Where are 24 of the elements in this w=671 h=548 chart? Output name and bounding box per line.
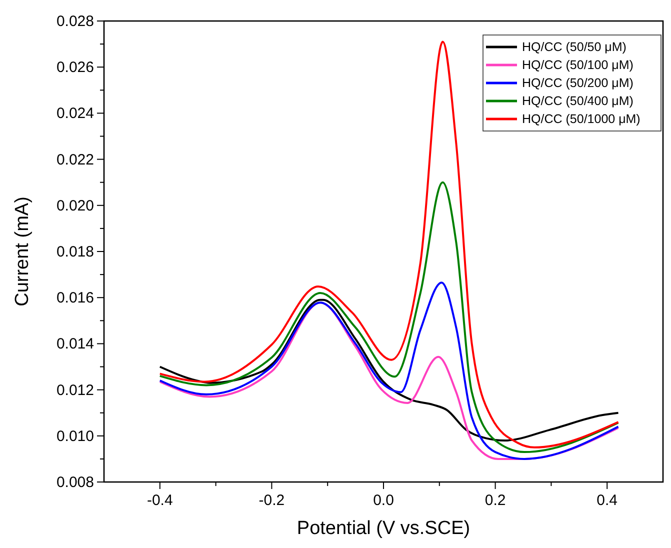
y-tick-label: 0.024 [56, 105, 94, 122]
y-tick-label: 0.012 [56, 382, 94, 399]
x-tick-label: 0.2 [484, 492, 506, 509]
legend-label: HQ/CC (50/100 μM) [522, 58, 634, 72]
legend-label: HQ/CC (50/400 μM) [522, 94, 634, 108]
y-tick-label: 0.022 [56, 151, 94, 168]
x-tick-label: -0.4 [146, 492, 173, 509]
y-tick-label: 0.016 [56, 290, 94, 307]
y-axis-title: Current (mA) [12, 196, 33, 306]
x-axis-title: Potential (V vs.SCE) [296, 518, 470, 539]
legend-label: HQ/CC (50/1000 μM) [522, 112, 640, 126]
y-tick-label: 0.008 [56, 474, 94, 491]
x-tick-label: 0.0 [373, 492, 394, 509]
y-tick-label: 0.010 [56, 428, 94, 445]
legend-label: HQ/CC (50/50 μM) [522, 40, 626, 54]
y-tick-label: 0.020 [56, 197, 94, 214]
y-tick-label: 0.014 [56, 336, 94, 353]
legend-label: HQ/CC (50/200 μM) [522, 76, 634, 90]
line-series [158, 181, 620, 454]
y-tick-label: 0.028 [56, 13, 94, 30]
y-tick-label: 0.018 [56, 244, 94, 260]
x-tick-label: 0.4 [596, 492, 618, 509]
y-tick-label: 0.026 [56, 59, 94, 76]
x-tick-label: -0.2 [258, 492, 285, 509]
